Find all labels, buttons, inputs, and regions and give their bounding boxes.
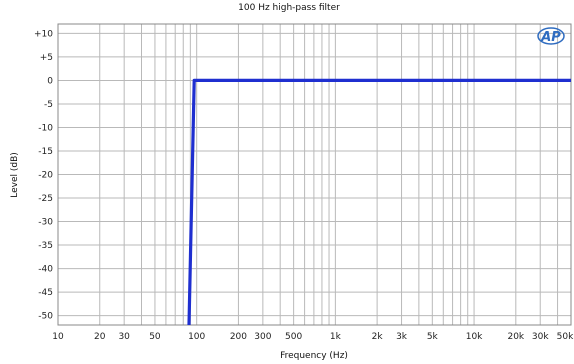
series-line [187, 78, 571, 326]
x-tick-label: 500 [285, 332, 302, 342]
x-tick-labels: 10 20 30 50 100 200 300 500 1k 2k 3k 5k 10k 20k 30k 50k [52, 332, 574, 342]
grid [58, 24, 571, 325]
x-tick-label: 300 [254, 332, 271, 342]
x-tick-label: 1k [330, 332, 342, 342]
x-axis-label: Frequency (Hz) [280, 351, 348, 361]
x-tick-label: 20k [507, 332, 524, 342]
y-tick-label: -5 [44, 100, 53, 110]
y-tick-label: +5 [40, 53, 53, 63]
y-tick-label: -45 [38, 288, 53, 298]
y-tick-label: -40 [38, 265, 53, 275]
plot-frame [57, 23, 572, 326]
logo-text: AP [540, 30, 561, 45]
y-axis-label: Level (dB) [10, 152, 20, 198]
y-tick-labels: +10 +5 0 -5 -10 -15 -20 -25 -30 -35 -40 -45 -50 [34, 29, 53, 321]
ap-logo-icon: AP [537, 27, 565, 45]
x-tick-label: 200 [230, 332, 247, 342]
x-tick-label: 30 [118, 332, 130, 342]
x-tick-label: 10 [52, 332, 64, 342]
x-tick-label: 3k [396, 332, 408, 342]
x-tick-label: 30k [532, 332, 549, 342]
series-layer [187, 78, 571, 326]
y-tick-label: -50 [38, 312, 53, 322]
y-tick-label: -30 [38, 218, 53, 228]
y-tick-label: +10 [34, 29, 53, 39]
x-tick-label: 10k [466, 332, 483, 342]
y-tick-label: 0 [47, 76, 53, 86]
x-tick-label: 5k [427, 332, 439, 342]
x-tick-label: 2k [372, 332, 384, 342]
y-tick-label: -15 [38, 147, 53, 157]
x-tick-label: 100 [188, 332, 205, 342]
y-tick-label: -35 [38, 241, 53, 251]
y-tick-label: -25 [38, 194, 53, 204]
y-tick-label: -10 [38, 123, 53, 133]
x-tick-label: 50 [149, 332, 161, 342]
x-tick-label: 20 [94, 332, 106, 342]
y-tick-label: -20 [38, 171, 53, 181]
x-tick-label: 50k [557, 332, 574, 342]
chart-title: 100 Hz high-pass filter [238, 3, 340, 13]
